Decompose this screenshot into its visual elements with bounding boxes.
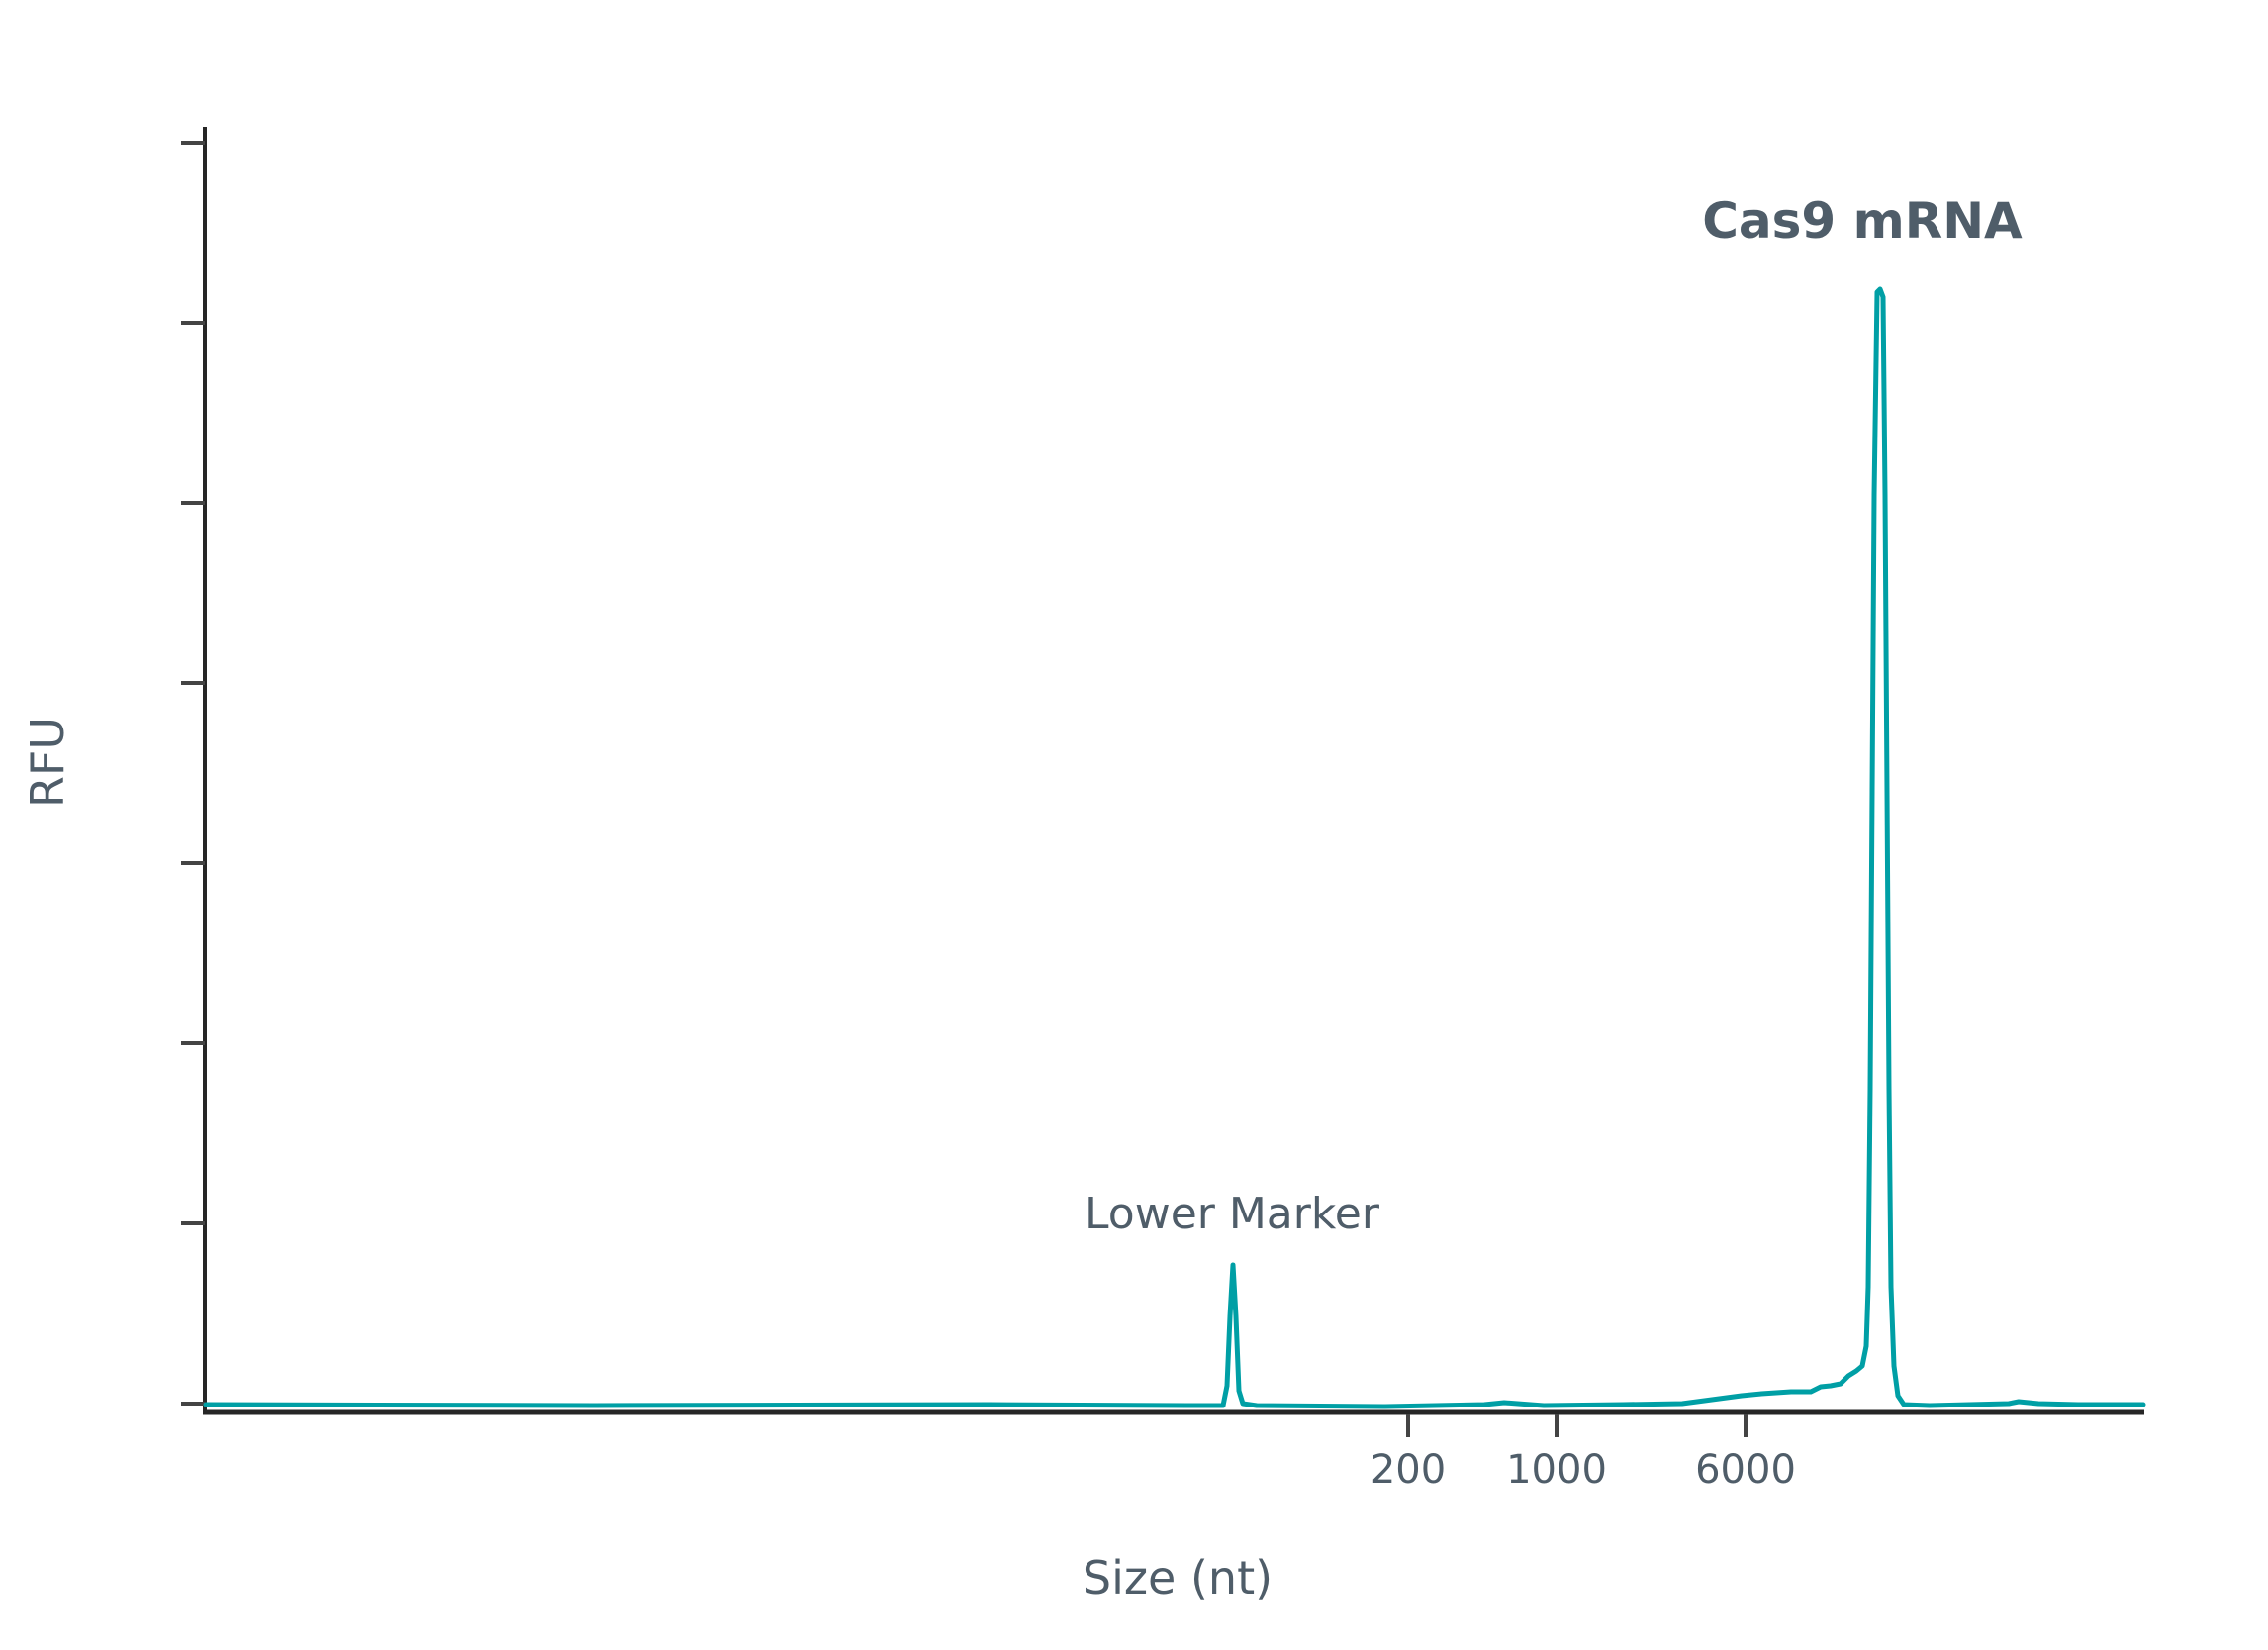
y-axis-title: RFU [21,717,74,808]
x-tick-label-200: 200 [1370,1447,1446,1493]
annotation-lower-marker: Lower Marker [1085,1189,1380,1239]
rfu-trace-line [203,286,2146,1409]
x-axis-ticks [1406,1414,1748,1437]
y-axis-ticks [181,141,205,1406]
annotation-cas9-mrna: Cas9 mRNA [1702,192,2023,249]
x-tick-label-6000: 6000 [1695,1447,1796,1493]
x-tick-label-1000: 1000 [1506,1447,1607,1493]
x-axis-title: Size (nt) [1083,1551,1273,1604]
